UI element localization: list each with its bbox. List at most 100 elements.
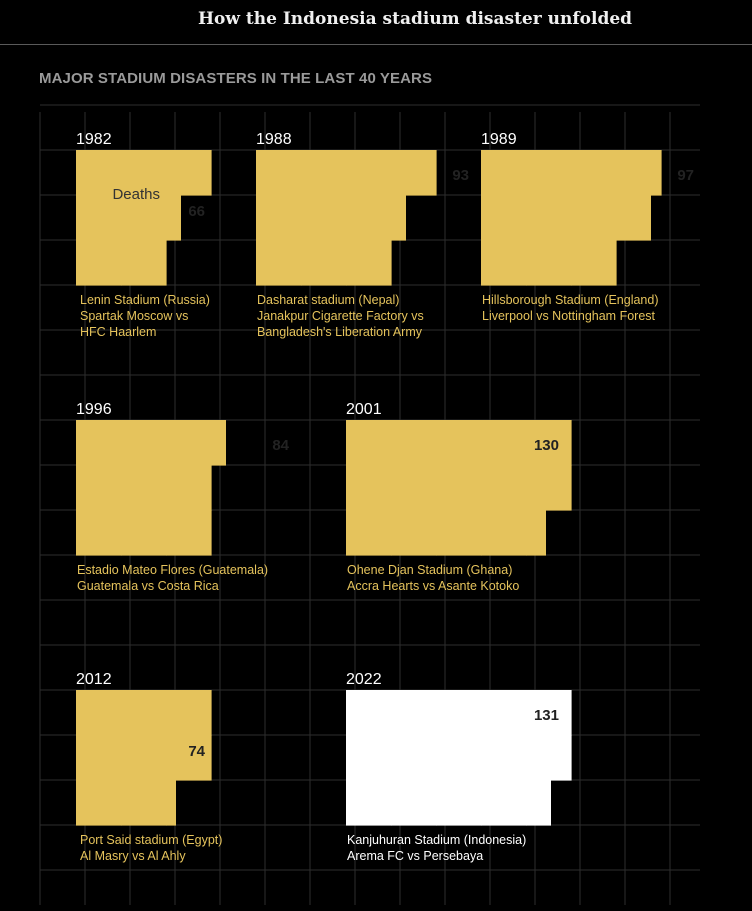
venue-label: Estadio Mateo Flores (Guatemala) [77, 563, 268, 577]
death-block [166, 780, 176, 826]
death-block [436, 780, 482, 826]
death-block [436, 510, 482, 556]
death-block [346, 420, 392, 466]
death-count-label: 131 [534, 707, 559, 724]
death-block [526, 780, 551, 826]
match-label: Spartak Moscow vs [80, 309, 188, 323]
death-count-label: 130 [534, 437, 559, 454]
death-block [256, 240, 302, 286]
death-block [571, 195, 617, 241]
match-label: Arema FC vs Persebaya [347, 849, 483, 863]
death-block [481, 735, 527, 781]
year-label: 2022 [346, 671, 382, 688]
death-block [526, 690, 572, 736]
death-block [436, 465, 482, 511]
year-label: 2001 [346, 401, 382, 418]
venue-label: Port Said stadium (Egypt) [80, 833, 222, 847]
unit-label: Deaths [112, 186, 160, 203]
match-label: Guatemala vs Costa Rica [77, 579, 219, 593]
death-block [346, 735, 392, 781]
death-block [166, 420, 212, 466]
match-label: Al Masry vs Al Ahly [80, 849, 186, 863]
death-block [166, 690, 212, 736]
death-block [346, 510, 392, 556]
death-block [76, 510, 122, 556]
death-block [436, 735, 482, 781]
death-block [166, 150, 212, 196]
death-block [121, 465, 167, 511]
death-block [121, 780, 167, 826]
death-block [346, 150, 392, 196]
death-block [166, 465, 212, 511]
match-label: Janakpur Cigarette Factory vs [257, 309, 424, 323]
section-title: MAJOR STADIUM DISASTERS IN THE LAST 40 Y… [39, 70, 433, 87]
death-count-label: 66 [188, 203, 205, 220]
death-block [301, 150, 347, 196]
death-block [571, 240, 617, 286]
death-count-label: 93 [452, 167, 469, 184]
page-header: How the Indonesia stadium disaster unfol… [0, 0, 752, 45]
death-block [121, 690, 167, 736]
year-label: 1996 [76, 401, 112, 418]
death-block [76, 195, 122, 241]
death-block [436, 420, 482, 466]
death-block [121, 735, 167, 781]
death-count-label: 74 [188, 743, 205, 760]
disaster-item-1996: 1996 84 Estadio Mateo Flores (Guatemala) Gu… [76, 401, 290, 593]
death-block [166, 195, 181, 241]
death-block [481, 150, 527, 196]
death-block [526, 465, 572, 511]
disaster-item-1988: 1988 93 Dasharat stadium (Nepal) Janakpur C… [256, 131, 469, 339]
year-label: 1989 [481, 131, 517, 148]
death-block [481, 465, 527, 511]
death-block [76, 240, 122, 286]
death-block [211, 420, 226, 466]
disaster-item-2022: 2022 131 Kanjuhuran Stadium (Indonesia) Are… [346, 671, 572, 863]
death-block [481, 240, 527, 286]
death-block [526, 735, 572, 781]
death-block [616, 150, 662, 196]
death-block [256, 150, 302, 196]
disaster-item-1989: 1989 97 Hillsborough Stadium (England) Live… [481, 131, 694, 323]
death-block [481, 420, 527, 466]
death-block [76, 780, 122, 826]
death-block [121, 510, 167, 556]
match-label: HFC Haarlem [80, 325, 156, 339]
death-block [481, 690, 527, 736]
disaster-item-2001: 2001 130 Ohene Djan Stadium (Ghana) Accra H… [346, 401, 572, 593]
death-block [391, 465, 437, 511]
venue-label: Lenin Stadium (Russia) [80, 293, 210, 307]
death-block [76, 465, 122, 511]
death-block [166, 735, 212, 781]
death-block [526, 510, 546, 556]
death-block [526, 150, 572, 196]
death-block [481, 780, 527, 826]
death-block [346, 240, 392, 286]
death-block [481, 510, 527, 556]
death-block [391, 510, 437, 556]
venue-label: Ohene Djan Stadium (Ghana) [347, 563, 512, 577]
match-label: Accra Hearts vs Asante Kotoko [347, 579, 519, 593]
death-block [616, 195, 651, 241]
death-block [346, 780, 392, 826]
death-block [121, 195, 167, 241]
year-label: 1988 [256, 131, 292, 148]
death-block [301, 240, 347, 286]
death-block [346, 465, 392, 511]
death-block [571, 150, 617, 196]
death-block [121, 150, 167, 196]
death-block [121, 240, 167, 286]
death-block [391, 690, 437, 736]
death-block [391, 780, 437, 826]
chart-marks: 1982 66 Deaths Lenin Stadium (Russia) Sparta… [76, 131, 694, 863]
death-block [526, 195, 572, 241]
death-block [76, 150, 122, 196]
death-block [391, 150, 437, 196]
death-block [76, 735, 122, 781]
death-block [526, 240, 572, 286]
death-block [166, 510, 212, 556]
venue-label: Kanjuhuran Stadium (Indonesia) [347, 833, 526, 847]
death-block [301, 195, 347, 241]
death-block [346, 690, 392, 736]
